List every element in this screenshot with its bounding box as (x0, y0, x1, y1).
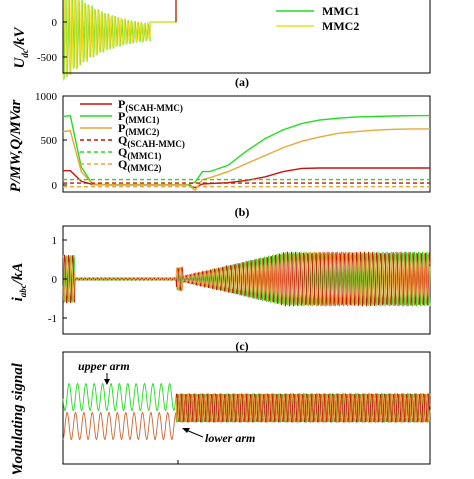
legend-b-label-4: Q(MMC1) (118, 145, 161, 161)
panel-c-caption: (c) (235, 339, 248, 353)
legend-b-label-5: Q(MMC2) (118, 157, 161, 173)
panel-b-lines (62, 114, 431, 192)
panel-a-legend: MMC1 MMC2 (276, 4, 359, 33)
panel-a-ytick-1: -500 (37, 52, 58, 64)
panel-d-ylabel: Modulating signal (10, 362, 26, 474)
panel-a-caption: (a) (235, 75, 249, 89)
panel-b-axes (62, 95, 431, 193)
series-c-1 (62, 251, 431, 307)
annotation-lower-arm-arrowhead (182, 428, 190, 433)
annotation-lower-arm-arrow (185, 429, 204, 438)
panel-a-ylabel: Udc/kV (12, 26, 30, 69)
panel-a-ytick-0: 0 (52, 17, 58, 29)
panel-d-waveforms (62, 382, 431, 441)
panel-b-ylabel: P/MW,Q/MVar (8, 100, 24, 193)
panel-a-waveforms (62, 0, 177, 81)
panel-b-ytick-0: 1000 (35, 91, 58, 103)
series-d-upper-pre (62, 382, 177, 412)
legend-a-label-1: MMC2 (322, 19, 359, 33)
annotation-upper-arm: upper arm (78, 359, 130, 373)
annotation-lower-arm: lower arm (205, 431, 255, 445)
series-c-2 (62, 251, 431, 307)
panel-d-axes (62, 351, 431, 465)
series-d-lower-pre (62, 411, 177, 441)
panel-c-ytick-1: 0 (52, 274, 58, 286)
series-a-1 (62, 0, 177, 81)
panel-a: 0 -500 Udc/kV MMC1 MMC2 (a) (12, 0, 431, 89)
panel-c-ytick-0: 1 (52, 235, 58, 247)
panel-a-axes (62, 0, 431, 74)
legend-b-label-3: Q(SCAH-MMC) (118, 133, 185, 149)
annotation-upper-arm-arrowhead (104, 379, 110, 385)
panel-b-ytick-2: 0 (52, 180, 58, 192)
panel-c-waveforms (62, 251, 431, 307)
panel-c-ylabel: iabc/kA (10, 263, 28, 302)
legend-a-label-0: MMC1 (322, 4, 359, 18)
series-d-post-3 (175, 392, 431, 424)
series-b-2 (62, 128, 430, 192)
panel-b-caption: (b) (235, 205, 250, 219)
legend-b-label-0: P(SCAH-MMC) (118, 97, 183, 113)
panel-d: Modulating signal upper arm lower arm (10, 351, 431, 478)
panel-c: 1 0 -1 iabc/kA (c) (10, 225, 431, 353)
panel-b-legend: P(SCAH-MMC)P(MMC1)P(MMC2)Q(SCAH-MMC)Q(MM… (80, 97, 185, 173)
series-d-post-2 (175, 393, 431, 423)
panel-b-ytick-1: 500 (41, 135, 58, 147)
legend-b-label-1: P(MMC1) (118, 109, 159, 125)
panel-b: 1000 500 0 P/MW,Q/MVar P(SCAH-MMC)P(MMC1… (8, 91, 431, 219)
legend-b-label-2: P(MMC2) (118, 121, 159, 137)
panel-c-ytick-2: -1 (48, 313, 57, 325)
